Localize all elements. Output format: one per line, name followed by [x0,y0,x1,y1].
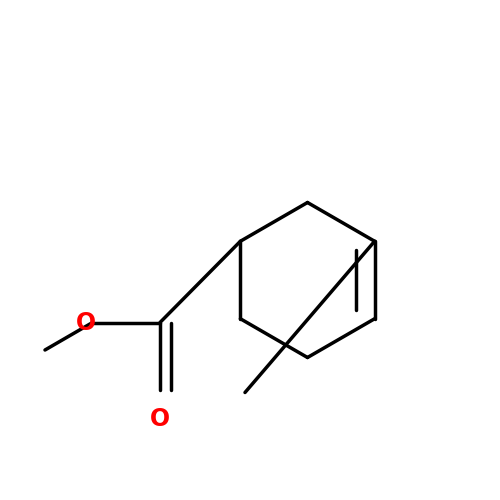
Text: O: O [76,310,96,334]
Text: O: O [150,408,170,432]
